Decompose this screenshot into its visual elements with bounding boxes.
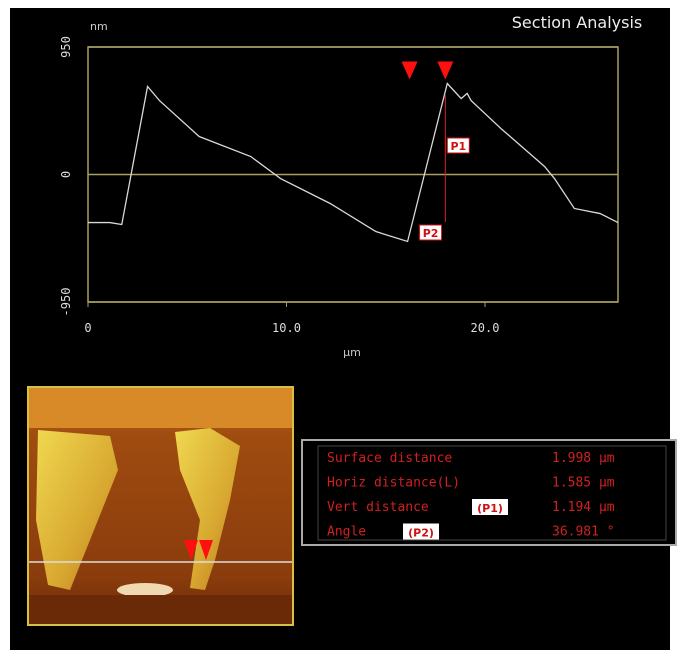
row-value: 1.194 µm xyxy=(552,500,615,515)
cursor-label: P1 xyxy=(450,140,466,153)
y-unit: nm xyxy=(90,20,108,33)
row-label: Vert distance xyxy=(327,500,429,515)
image-feature xyxy=(117,583,173,597)
row-label: Angle xyxy=(327,525,366,540)
row-value: 36.981 ° xyxy=(552,525,615,540)
screen: Section Analysis nm µm -950 0 950 0 10.0 20.0… xyxy=(0,0,677,656)
row-tag: (P1) xyxy=(477,502,503,515)
row-label: Horiz distance(L) xyxy=(327,476,460,491)
cursor-label: P2 xyxy=(423,227,439,240)
y-tick-label: 0 xyxy=(59,171,73,178)
afm-image xyxy=(28,387,293,625)
row-label: Surface distance xyxy=(327,451,452,466)
image-region xyxy=(29,388,292,428)
row-value: 1.998 µm xyxy=(552,451,615,466)
page: Section Analysis nm µm -950 0 950 0 10.0 20.0… xyxy=(0,0,677,656)
row-value: 1.585 µm xyxy=(552,476,615,491)
y-tick-label: -950 xyxy=(59,288,73,317)
y-tick-label: 950 xyxy=(59,36,73,58)
row-tag: (P2) xyxy=(408,527,434,540)
x-tick-label: 10.0 xyxy=(272,321,301,335)
window-title: Section Analysis xyxy=(512,13,642,32)
x-tick-label: 0 xyxy=(84,321,91,335)
x-label: µm xyxy=(343,346,361,359)
x-tick-label: 20.0 xyxy=(471,321,500,335)
image-region xyxy=(29,595,292,624)
